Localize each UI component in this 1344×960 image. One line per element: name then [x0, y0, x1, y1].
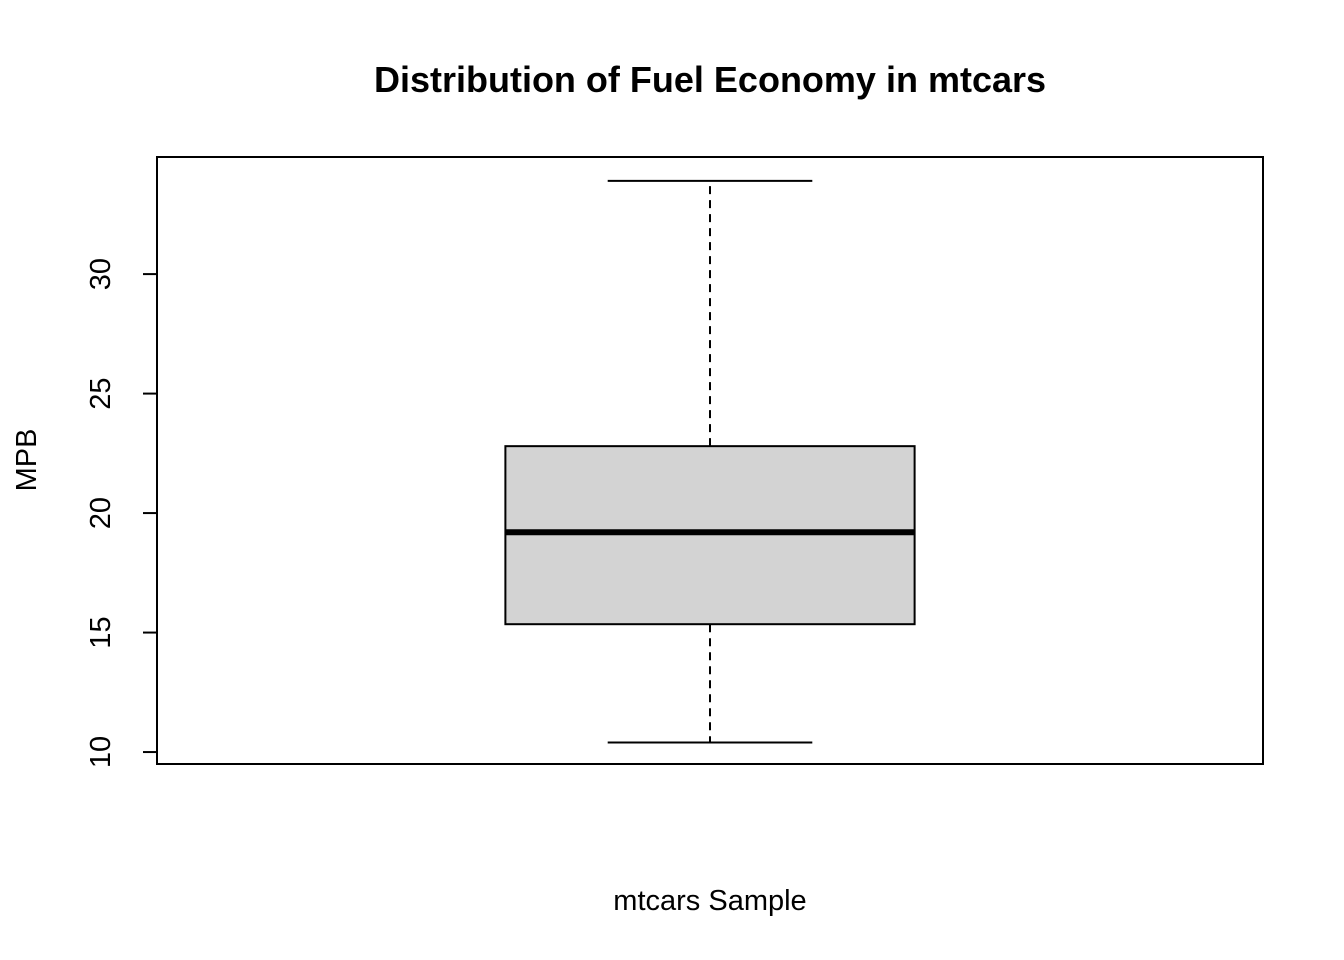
box-group — [504, 179, 916, 744]
y-tick-label: 25 — [85, 377, 117, 409]
y-tick-label: 15 — [85, 616, 117, 648]
y-tick-label: 10 — [85, 736, 117, 768]
y-tick-label: 30 — [85, 258, 117, 290]
x-axis-label: mtcars Sample — [613, 885, 806, 917]
box-plot — [504, 179, 916, 744]
y-tick-label: 20 — [85, 497, 117, 529]
chart-title: Distribution of Fuel Economy in mtcars — [374, 59, 1046, 100]
y-axis-label: MPB — [11, 429, 43, 492]
y-axis: 10 15 20 25 30 — [85, 258, 158, 768]
